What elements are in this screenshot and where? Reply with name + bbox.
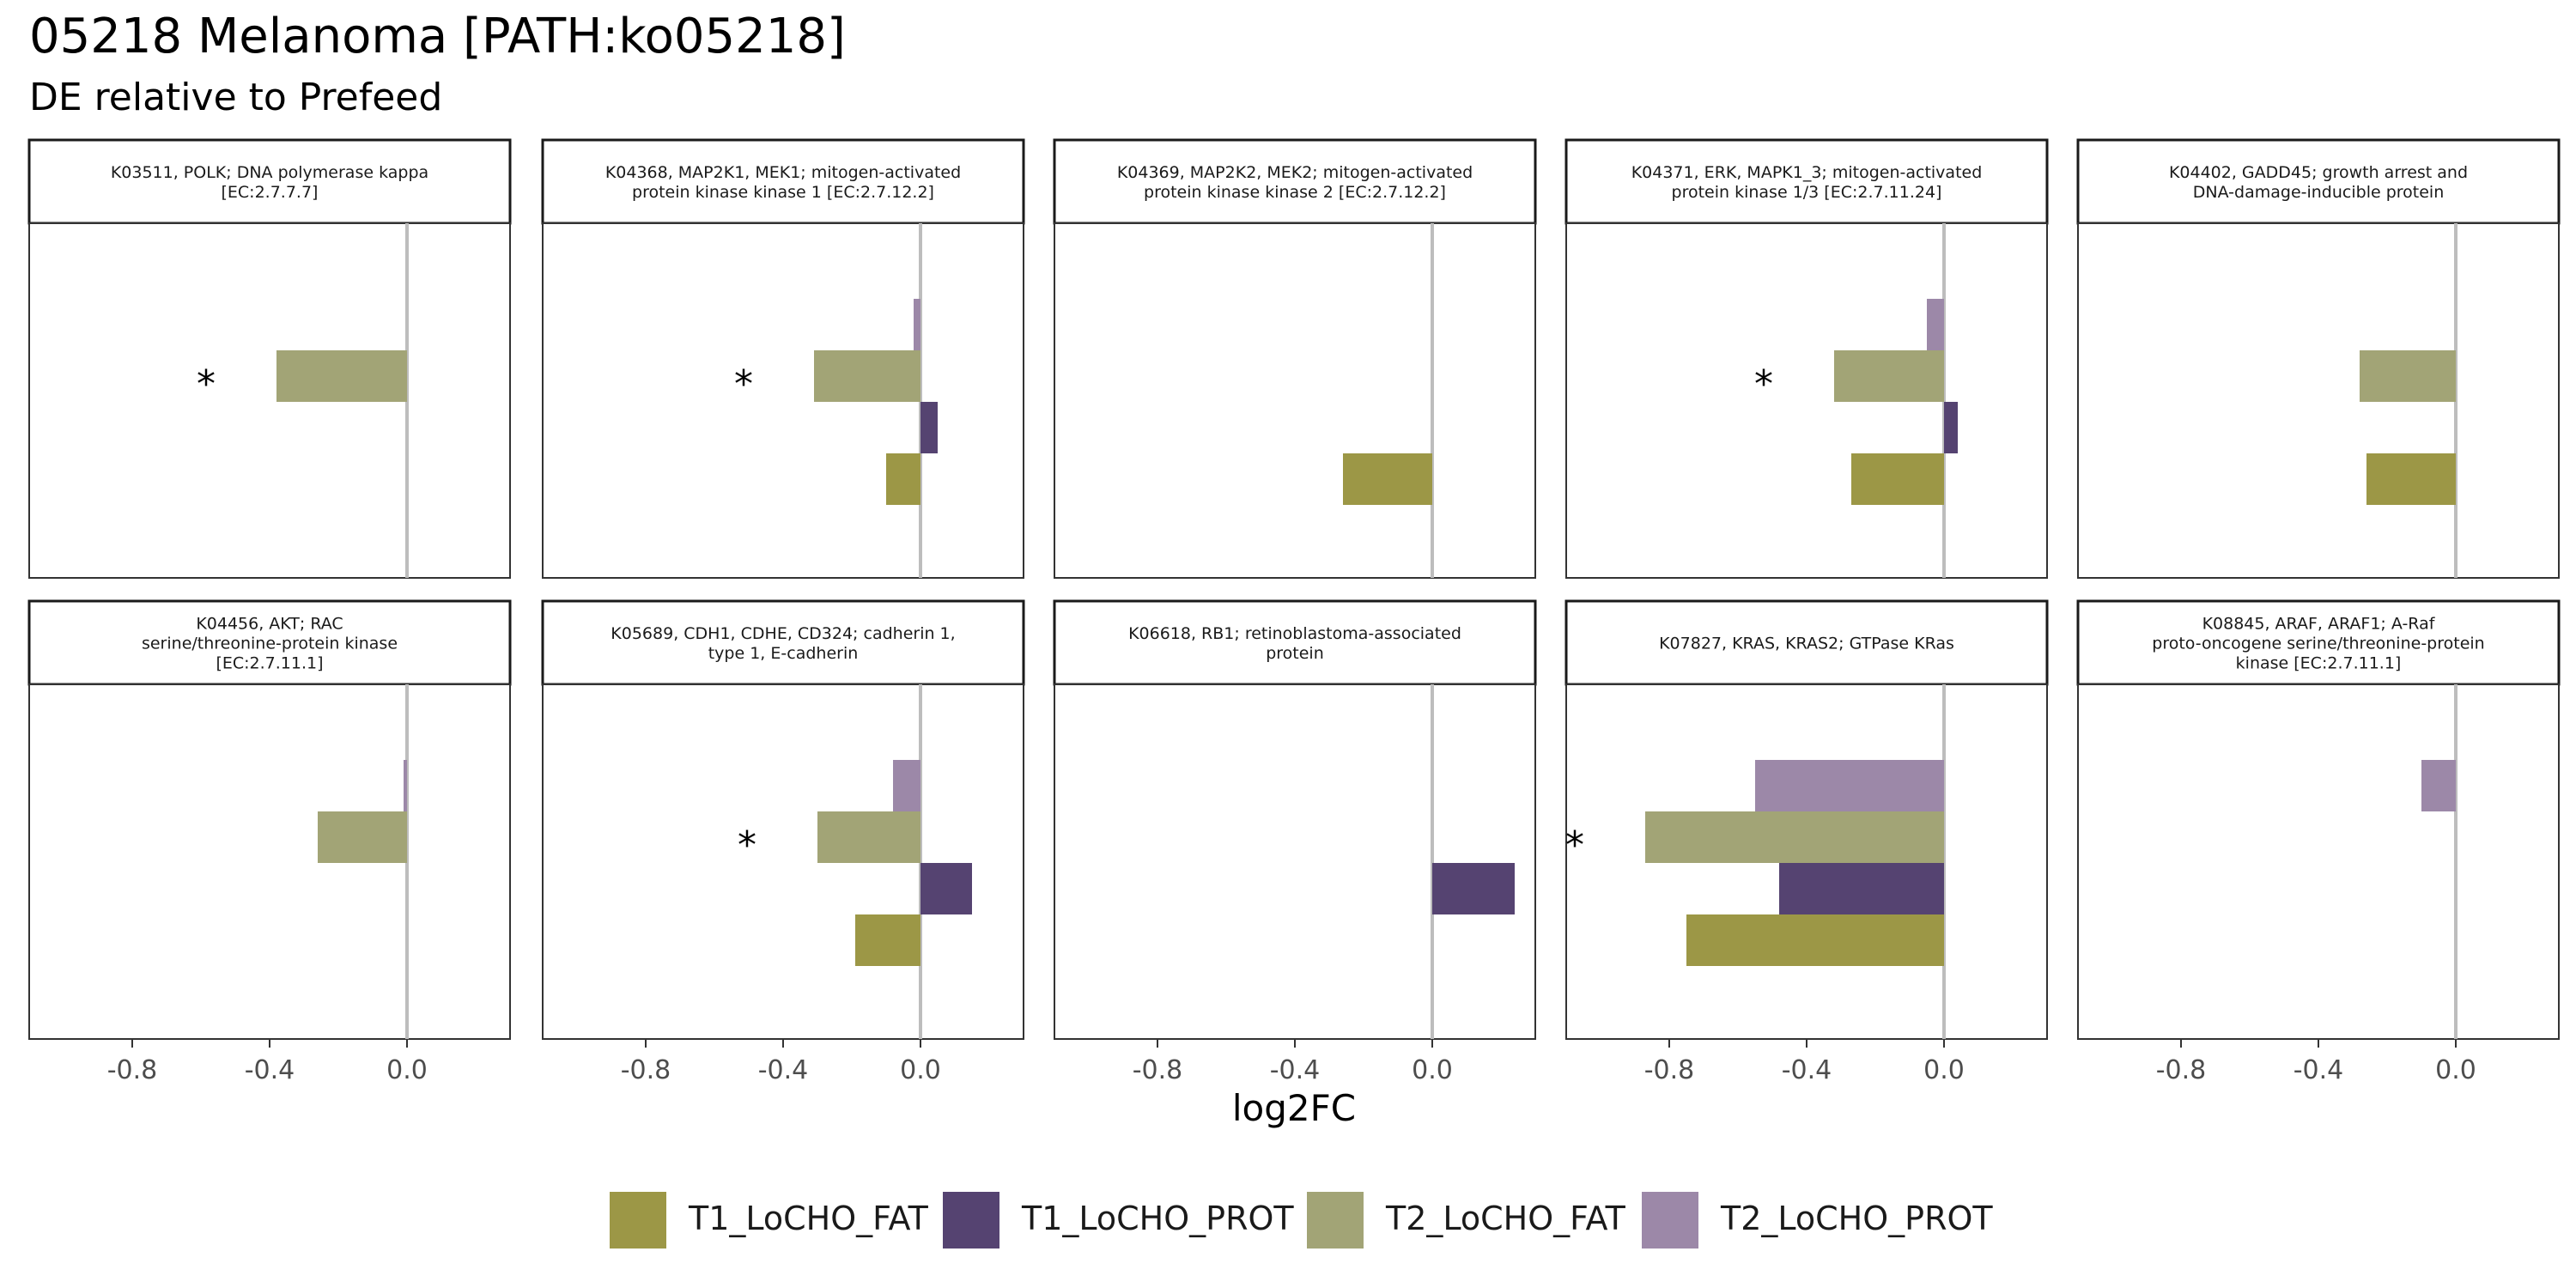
facet-strip-label: K04402, GADD45; growth arrest and — [2169, 163, 2468, 182]
facet-strip-label: protein kinase kinase 1 [EC:2.7.12.2] — [632, 183, 934, 202]
bar-t2-locho-prot — [2421, 760, 2456, 811]
bar-t2-locho-fat — [817, 811, 920, 863]
facet-strip-label: protein kinase kinase 2 [EC:2.7.12.2] — [1144, 183, 1446, 202]
bar-t1-locho-fat — [1851, 453, 1944, 505]
bar-t1-locho-prot — [1432, 863, 1515, 914]
facet-strip-label: K05689, CDH1, CDHE, CD324; cadherin 1, — [611, 624, 955, 643]
facet-strip-label: K07827, KRAS, KRAS2; GTPase KRas — [1659, 635, 1954, 653]
significance-marker: * — [738, 823, 756, 867]
bar-t2-locho-prot — [1927, 299, 1944, 350]
x-tick-label: 0.0 — [2435, 1055, 2476, 1085]
facet-strip — [1053, 138, 1537, 225]
x-tick-label: -0.4 — [2293, 1055, 2344, 1085]
bar-t1-locho-prot — [1779, 863, 1944, 914]
bar-t1-locho-prot — [1944, 402, 1958, 453]
facet-strip — [1053, 599, 1537, 686]
facet-strip-label: [EC:2.7.11.1] — [216, 654, 323, 673]
x-tick-label: -0.4 — [1270, 1055, 1321, 1085]
bar-t2-locho-fat — [318, 811, 407, 863]
facet-strip-label: [EC:2.7.7.7] — [222, 183, 319, 202]
x-tick-label: -0.4 — [758, 1055, 809, 1085]
x-tick-label: 0.0 — [900, 1055, 941, 1085]
facet-strip-label: type 1, E-cadherin — [708, 644, 859, 663]
bar-t2-locho-prot — [893, 760, 920, 811]
significance-marker: * — [1565, 823, 1584, 867]
facet-strip-label: serine/threonine-protein kinase — [142, 635, 398, 653]
bar-t2-locho-prot — [1755, 760, 1944, 811]
legend-label: T2_LoCHO_PROT — [1720, 1200, 1993, 1237]
facet-strip-label: K04371, ERK, MAPK1_3; mitogen-activated — [1631, 163, 1983, 182]
x-tick-label: -0.4 — [1782, 1055, 1832, 1085]
bar-t2-locho-prot — [914, 299, 920, 350]
significance-marker: * — [1754, 362, 1773, 406]
legend-label: T2_LoCHO_FAT — [1385, 1200, 1626, 1237]
legend-label: T1_LoCHO_FAT — [688, 1200, 929, 1237]
x-tick-label: -0.8 — [2156, 1055, 2207, 1085]
facet-panel — [542, 222, 1024, 579]
legend-swatch-t2-locho-prot — [1642, 1192, 1698, 1249]
facet-panel — [1054, 683, 1536, 1040]
facet-strip-label: K04456, AKT; RAC — [196, 615, 343, 634]
x-tick-label: -0.8 — [1133, 1055, 1183, 1085]
facet-strip-label: DNA-damage-inducible protein — [2193, 183, 2445, 202]
x-tick-label: -0.8 — [621, 1055, 671, 1085]
x-axis-title: log2FC — [1232, 1087, 1356, 1129]
bar-t1-locho-prot — [920, 402, 938, 453]
facet-strip — [2076, 138, 2561, 225]
facet-panel — [542, 683, 1024, 1040]
legend-swatch-t1-locho-prot — [943, 1192, 999, 1249]
bar-t1-locho-fat — [855, 914, 920, 966]
facet-strip — [1564, 599, 2049, 686]
facet-panel — [2077, 683, 2560, 1040]
facet-panel — [1565, 222, 2048, 579]
bar-t2-locho-fat — [1834, 350, 1944, 402]
facet-panel — [1054, 222, 1536, 579]
bar-t1-locho-fat — [886, 453, 920, 505]
chart-title: 05218 Melanoma [PATH:ko05218] — [29, 9, 846, 64]
x-tick-label: -0.4 — [245, 1055, 295, 1085]
x-tick-label: 0.0 — [386, 1055, 428, 1085]
x-tick-label: -0.8 — [107, 1055, 158, 1085]
facet-strip-label: kinase [EC:2.7.11.1] — [2236, 654, 2402, 673]
bar-t2-locho-fat — [2360, 350, 2456, 402]
x-tick-label: 0.0 — [1412, 1055, 1453, 1085]
significance-marker: * — [197, 362, 216, 406]
bar-t1-locho-fat — [1343, 453, 1432, 505]
facet-panel — [28, 683, 511, 1040]
bar-t1-locho-fat — [1686, 914, 1944, 966]
facet-strip-label: protein kinase 1/3 [EC:2.7.11.24] — [1672, 183, 1942, 202]
legend-label: T1_LoCHO_PROT — [1021, 1200, 1294, 1237]
facet-strip-label: K08845, ARAF, ARAF1; A-Raf — [2202, 615, 2436, 634]
facet-strip-label: K06618, RB1; retinoblastoma-associated — [1128, 624, 1461, 643]
bar-t2-locho-fat — [814, 350, 920, 402]
facet-strip-label: K04368, MAP2K1, MEK1; mitogen-activated — [605, 163, 961, 182]
facet-strip-label: K03511, POLK; DNA polymerase kappa — [111, 163, 428, 182]
facet-strip — [541, 138, 1025, 225]
bar-t1-locho-prot — [920, 863, 972, 914]
bar-t1-locho-fat — [2366, 453, 2456, 505]
facet-panel — [28, 222, 511, 579]
facet-strip — [27, 599, 512, 686]
facet-strip-label: protein — [1266, 644, 1324, 663]
x-tick-label: -0.8 — [1644, 1055, 1695, 1085]
legend-swatch-t2-locho-fat — [1307, 1192, 1364, 1249]
chart-subtitle: DE relative to Prefeed — [29, 76, 443, 119]
bar-t2-locho-fat — [1645, 811, 1944, 863]
facet-panel — [2077, 222, 2560, 579]
bar-t2-locho-fat — [276, 350, 407, 402]
bar-t2-locho-prot — [404, 760, 407, 811]
x-tick-label: 0.0 — [1923, 1055, 1965, 1085]
facet-strip-label: K04369, MAP2K2, MEK2; mitogen-activated — [1117, 163, 1473, 182]
legend-swatch-t1-locho-fat — [610, 1192, 666, 1249]
facet-strip-label: proto-oncogene serine/threonine-protein — [2152, 635, 2484, 653]
significance-marker: * — [734, 362, 753, 406]
